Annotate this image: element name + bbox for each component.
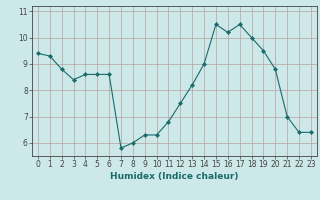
- X-axis label: Humidex (Indice chaleur): Humidex (Indice chaleur): [110, 172, 239, 181]
